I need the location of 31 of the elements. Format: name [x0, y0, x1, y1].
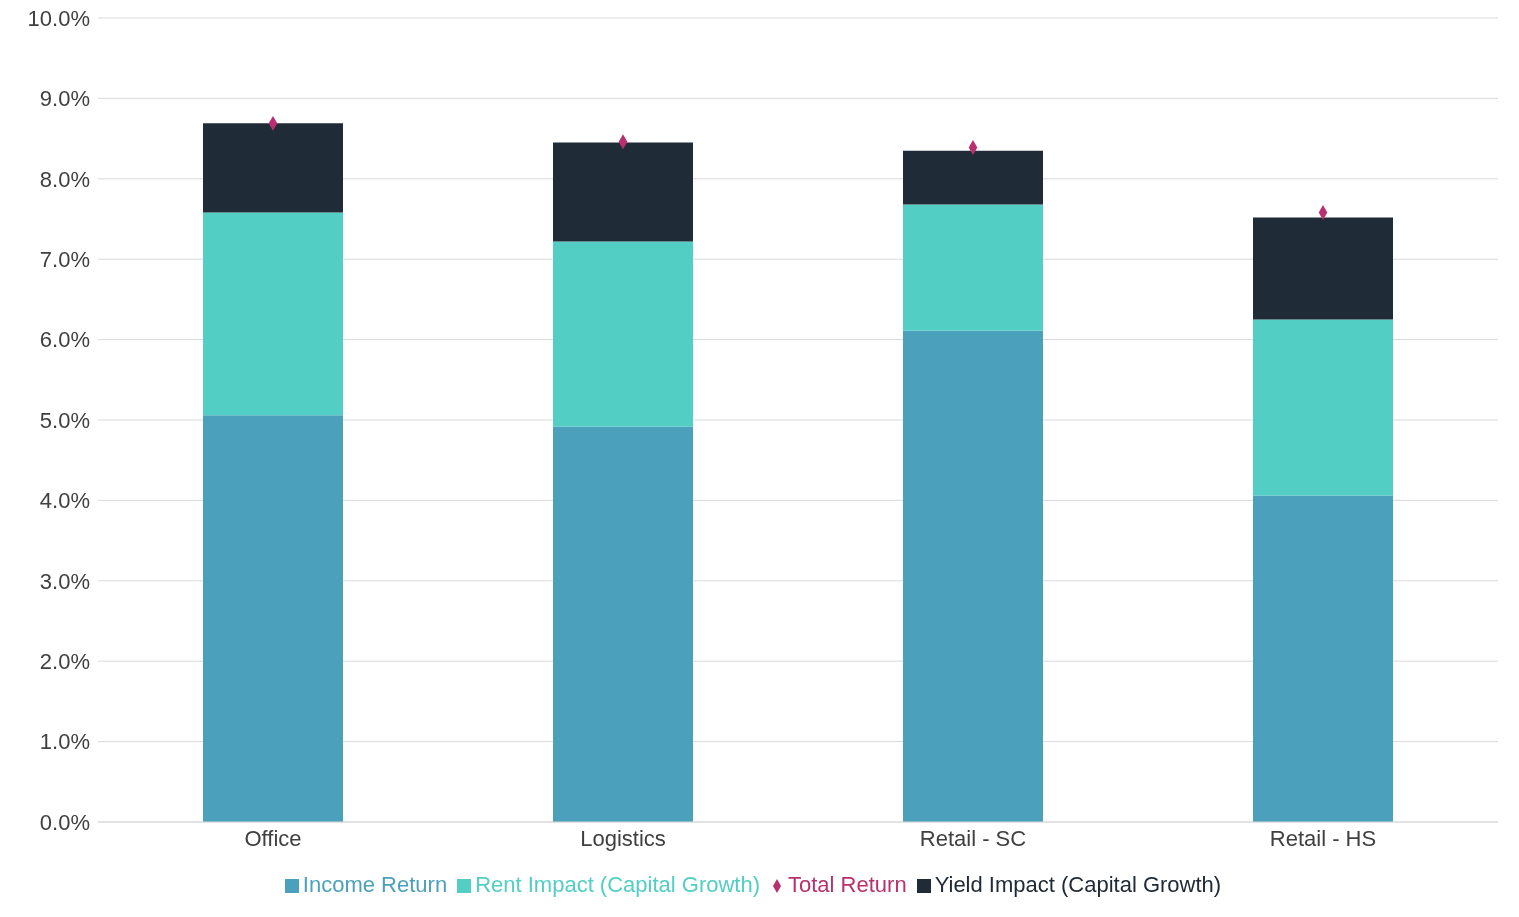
- y-tick-label: 2.0%: [39, 649, 90, 675]
- bar: [553, 426, 693, 822]
- legend-label: Total Return: [788, 872, 907, 897]
- bar: [553, 142, 693, 242]
- y-tick-label: 6.0%: [39, 327, 90, 353]
- legend-label: Income Return: [302, 872, 448, 897]
- bar: [1253, 217, 1393, 320]
- bar: [203, 415, 343, 822]
- x-tick-label: Retail - SC: [919, 825, 1027, 851]
- x-tick-label: Retail - HS: [1269, 825, 1377, 851]
- legend-label: Yield Impact (Capital Growth): [934, 872, 1222, 897]
- bar: [203, 123, 343, 213]
- bar: [903, 204, 1043, 331]
- bar: [553, 241, 693, 427]
- y-tick-label: 7.0%: [39, 247, 90, 273]
- y-tick-label: 1.0%: [39, 729, 90, 755]
- y-tick-label: 10.0%: [27, 5, 90, 31]
- y-tick-label: 4.0%: [39, 488, 90, 514]
- bar: [203, 212, 343, 416]
- legend-label: Rent Impact (Capital Growth): [475, 872, 761, 897]
- y-tick-label: 9.0%: [39, 86, 90, 112]
- bar: [903, 330, 1043, 822]
- x-tick-label: Logistics: [580, 825, 666, 851]
- bar: [1253, 495, 1393, 822]
- bar: [1253, 319, 1393, 496]
- y-tick-label: 3.0%: [39, 568, 90, 594]
- y-tick-label: 5.0%: [39, 407, 90, 433]
- y-tick-label: 8.0%: [39, 166, 90, 192]
- y-tick-label: 0.0%: [39, 809, 90, 835]
- x-tick-label: Office: [244, 825, 302, 851]
- bar: [903, 150, 1043, 205]
